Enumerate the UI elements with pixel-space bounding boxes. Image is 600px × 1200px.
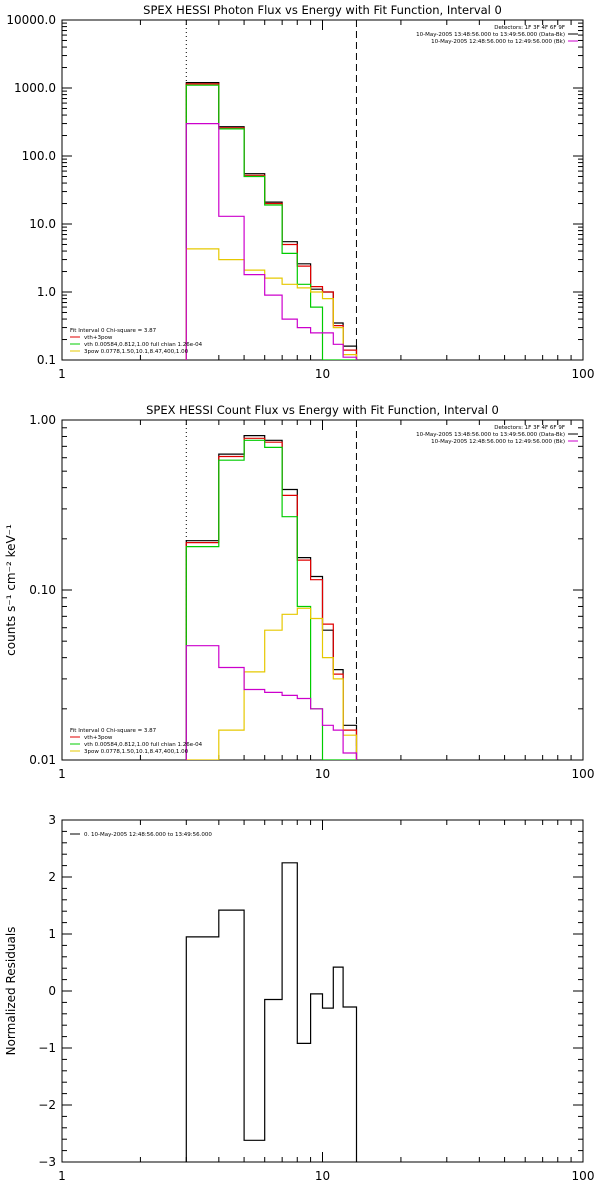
series-group bbox=[185, 862, 358, 1162]
x-axis-ticks: 1 10 100 bbox=[58, 820, 594, 1183]
y-tick-label: 2 bbox=[48, 870, 56, 884]
y-tick-label: 1000.0 bbox=[14, 81, 56, 95]
y-axis-label: counts s⁻¹ cm⁻² keV⁻¹ bbox=[4, 524, 18, 656]
y-axis-label: Normalized Residuals bbox=[4, 927, 18, 1056]
chart-title: SPEX HESSI Photon Flux vs Energy with Fi… bbox=[143, 3, 502, 17]
y-tick-label: 0.1 bbox=[37, 353, 56, 367]
header-line: Detectors: 1F 3F 4F 6F 9F bbox=[494, 25, 565, 31]
x-tick-label: 1 bbox=[58, 367, 66, 381]
y-tick-label: 0 bbox=[48, 984, 56, 998]
x-tick-label: 1 bbox=[58, 767, 66, 781]
x-axis-ticks: 1 10 100 bbox=[58, 20, 594, 381]
chart-panel-3: Normalized Residuals 1 10 100 −3 −2 −1 0 1 2 3 0. 1… bbox=[4, 813, 594, 1183]
x-tick-label: 100 bbox=[572, 367, 595, 381]
series-line-2 bbox=[185, 437, 358, 760]
legend-title: Fit Interval 0 Chi-square = 3.87 bbox=[70, 728, 157, 734]
legend-entry: 0. 10-May-2005 12:48:56.000 to 13:49:56.… bbox=[84, 832, 212, 838]
legend-entry: vth+3pow bbox=[84, 335, 113, 341]
series-group bbox=[185, 435, 358, 760]
series-line-3 bbox=[185, 439, 357, 760]
y-tick-label: −3 bbox=[38, 1155, 56, 1169]
y-axis-ticks: −3 −2 −1 0 1 2 3 bbox=[38, 813, 583, 1169]
legend-title: Fit Interval 0 Chi-square = 3.87 bbox=[70, 328, 157, 334]
header-line: 10-May-2005 13:48:56.000 to 13:49:56.000… bbox=[416, 32, 565, 38]
header-line: 10-May-2005 13:48:56.000 to 13:49:56.000… bbox=[416, 432, 565, 438]
series-line-5 bbox=[185, 645, 358, 760]
legend-entry: vth+3pow bbox=[84, 735, 113, 741]
header-line: Detectors: 1F 3F 4F 6F 9F bbox=[494, 425, 565, 431]
y-tick-label: 0.01 bbox=[29, 753, 56, 767]
chart-title: SPEX HESSI Count Flux vs Energy with Fit… bbox=[146, 403, 499, 417]
x-tick-label: 10 bbox=[315, 367, 330, 381]
y-tick-label: 10.0 bbox=[29, 217, 56, 231]
series-line-5 bbox=[185, 123, 358, 360]
x-tick-label: 100 bbox=[572, 767, 595, 781]
series-group bbox=[185, 82, 358, 360]
y-axis-ticks: 0.01 0.10 1.00 bbox=[29, 413, 583, 767]
legend-entry: vth 0.00584,0.812,1.00 full chian 1.26e-… bbox=[84, 342, 203, 348]
y-tick-label: 10000.0 bbox=[6, 13, 56, 27]
x-tick-label: 100 bbox=[572, 1169, 595, 1183]
x-axis-ticks: 1 10 100 bbox=[58, 420, 594, 781]
chart-panel-2: SPEX HESSI Count Flux vs Energy with Fit… bbox=[4, 403, 594, 781]
series-line-4 bbox=[186, 607, 358, 760]
chart-panel-1: SPEX HESSI Photon Flux vs Energy with Fi… bbox=[6, 3, 594, 381]
x-tick-label: 10 bbox=[315, 767, 330, 781]
legend: Fit Interval 0 Chi-square = 3.87vth+3pow… bbox=[70, 728, 203, 755]
legend: Fit Interval 0 Chi-square = 3.87vth+3pow… bbox=[70, 328, 203, 355]
legend-entry: 3pow 0.0778,1.50,10.1,8.47,400,1.00 bbox=[84, 349, 189, 355]
y-tick-label: 1.00 bbox=[29, 413, 56, 427]
y-tick-label: 1.0 bbox=[37, 285, 56, 299]
plot-frame bbox=[61, 819, 584, 1163]
y-axis-ticks: 0.1 1.0 10.0 100.0 1000.0 10000.0 bbox=[6, 13, 583, 367]
header-line: 10-May-2005 12:48:56.000 to 12:49:56.000… bbox=[431, 439, 565, 445]
header-line: 10-May-2005 12:48:56.000 to 12:49:56.000… bbox=[431, 39, 565, 45]
y-tick-label: 1 bbox=[48, 927, 56, 941]
series-line-1 bbox=[185, 862, 358, 1162]
series-line-4 bbox=[185, 248, 358, 360]
series-line-1 bbox=[185, 435, 358, 760]
series-line-1 bbox=[185, 82, 358, 360]
legend-entry: vth 0.00584,0.812,1.00 full chian 1.26e-… bbox=[84, 742, 203, 748]
y-tick-label: 0.10 bbox=[29, 583, 56, 597]
legend-entry: 3pow 0.0778,1.50,10.1,8.47,400,1.00 bbox=[84, 749, 189, 755]
y-tick-label: 3 bbox=[48, 813, 56, 827]
x-tick-label: 10 bbox=[315, 1169, 330, 1183]
y-tick-label: −2 bbox=[38, 1098, 56, 1112]
y-tick-label: 100.0 bbox=[22, 149, 56, 163]
legend: 0. 10-May-2005 12:48:56.000 to 13:49:56.… bbox=[70, 832, 212, 838]
y-tick-label: −1 bbox=[38, 1041, 56, 1055]
series-line-3 bbox=[185, 84, 357, 360]
x-tick-label: 1 bbox=[58, 1169, 66, 1183]
series-line-2 bbox=[185, 83, 358, 360]
